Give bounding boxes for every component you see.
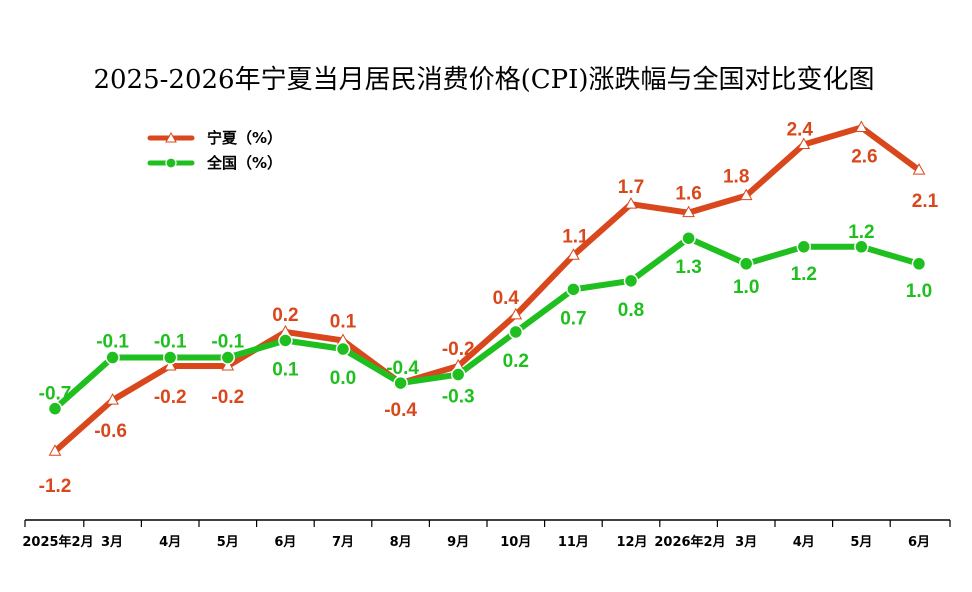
ningxia-point [624, 197, 638, 209]
ningxia-point [163, 359, 177, 371]
ningxia-point [567, 248, 580, 260]
national-point [335, 341, 351, 357]
x-tick-label: 11月 [558, 535, 589, 550]
ningxia-point [106, 393, 119, 405]
legend: 宁夏（%） 全国（%） [147, 129, 282, 172]
ningxia-data-label: 1.6 [675, 184, 701, 205]
national-data-label: 1.3 [675, 257, 701, 278]
x-tick-label: 8月 [390, 535, 412, 550]
national-data-label: 1.0 [906, 281, 932, 302]
ningxia-data-label: 2.6 [851, 146, 877, 167]
national-point [278, 333, 293, 348]
ningxia-point [48, 444, 62, 456]
national-point [854, 239, 869, 255]
legend-triangle-marker [165, 131, 177, 143]
legend-label: 全国（%） [206, 154, 282, 172]
ningxia-data-label: -1.2 [39, 476, 72, 497]
national-data-label: 1.0 [733, 277, 759, 298]
x-tick-label: 4月 [793, 535, 815, 550]
national-point [796, 239, 812, 255]
x-tick-label: 12月 [616, 535, 647, 550]
ningxia-point [682, 205, 695, 218]
national-data-label: -0.4 [386, 358, 419, 379]
x-tick-label: 4月 [159, 535, 181, 550]
ningxia-point [912, 163, 926, 175]
x-tick-label: 5月 [217, 535, 239, 550]
legend-label: 宁夏（%） [207, 129, 282, 147]
x-tick-label: 6月 [274, 535, 296, 550]
national-data-label: 0.8 [618, 300, 644, 321]
ningxia-data-label: -0.2 [154, 387, 187, 408]
national-series-line [52, 235, 922, 412]
national-data-label: 0.1 [272, 359, 299, 380]
national-data-label: -0.7 [39, 384, 72, 405]
national-point [623, 273, 639, 289]
ningxia-point [509, 307, 523, 320]
national-data-label: 1.2 [791, 264, 817, 285]
national-data-label: -0.1 [211, 332, 244, 353]
x-tick-label: 2025年2月 [22, 534, 93, 550]
national-point [47, 401, 63, 416]
x-tick-label: 7月 [332, 535, 354, 550]
x-tick-label: 10月 [500, 535, 531, 550]
ningxia-data-label: -0.6 [94, 421, 127, 442]
national-data-label: 0.0 [330, 368, 356, 389]
ningxia-series-line [52, 124, 922, 455]
series-layer [47, 120, 927, 456]
national-point [220, 350, 236, 365]
national-data-label: 0.2 [503, 351, 529, 372]
ningxia-data-label: -0.2 [442, 339, 475, 360]
legend-circle-marker [165, 157, 177, 169]
ningxia-data-label: 1.8 [723, 167, 749, 188]
national-data-label: -0.1 [96, 332, 129, 353]
x-tick-label: 6月 [908, 535, 930, 550]
x-tick-label: 2026年2月 [654, 534, 725, 550]
national-point [162, 350, 178, 365]
national-point [566, 282, 581, 297]
ningxia-point [221, 359, 235, 371]
national-data-label: -0.3 [442, 387, 475, 408]
x-axis: 2025年2月 3月 4月 5月 6月 7月 8月 9月 10月 11月 12月 2026年2月 3月 4… [22, 519, 951, 550]
x-tick-label: 3月 [101, 535, 123, 550]
national-point [911, 256, 927, 272]
ningxia-data-label: 1.1 [562, 226, 589, 247]
ningxia-data-label: -0.2 [211, 387, 244, 408]
national-point [508, 324, 524, 340]
national-point [738, 256, 754, 272]
national-point [681, 230, 696, 246]
ningxia-point [739, 188, 753, 201]
national-data-label: 0.7 [560, 308, 586, 329]
data-labels: -1.2 -0.6 -0.2 -0.2 0.2 0.1 -0.4 -0.2 0.4 1.1 1.7 1… [39, 120, 939, 498]
ningxia-point [797, 137, 811, 150]
x-tick-label: 9月 [447, 535, 469, 550]
national-data-label: 1.2 [848, 222, 874, 243]
ningxia-data-label: 2.1 [912, 191, 939, 212]
national-point [105, 350, 120, 365]
ningxia-data-label: 0.1 [330, 311, 357, 332]
ningxia-data-label: 0.4 [493, 288, 520, 309]
national-data-label: -0.1 [154, 332, 187, 353]
ningxia-data-label: 1.7 [618, 177, 644, 198]
chart-title: 2025-2026年宁夏当月居民消费价格(CPI)涨跌幅与全国对比变化图 [93, 65, 874, 95]
x-tick-label: 3月 [735, 535, 757, 550]
ningxia-data-label: 2.4 [787, 120, 814, 141]
ningxia-point [855, 120, 868, 132]
ningxia-data-label: 0.2 [272, 305, 298, 326]
x-tick-label: 5月 [850, 535, 872, 550]
ningxia-data-label: -0.4 [384, 400, 417, 421]
national-point [450, 367, 466, 382]
national-point [393, 375, 408, 391]
